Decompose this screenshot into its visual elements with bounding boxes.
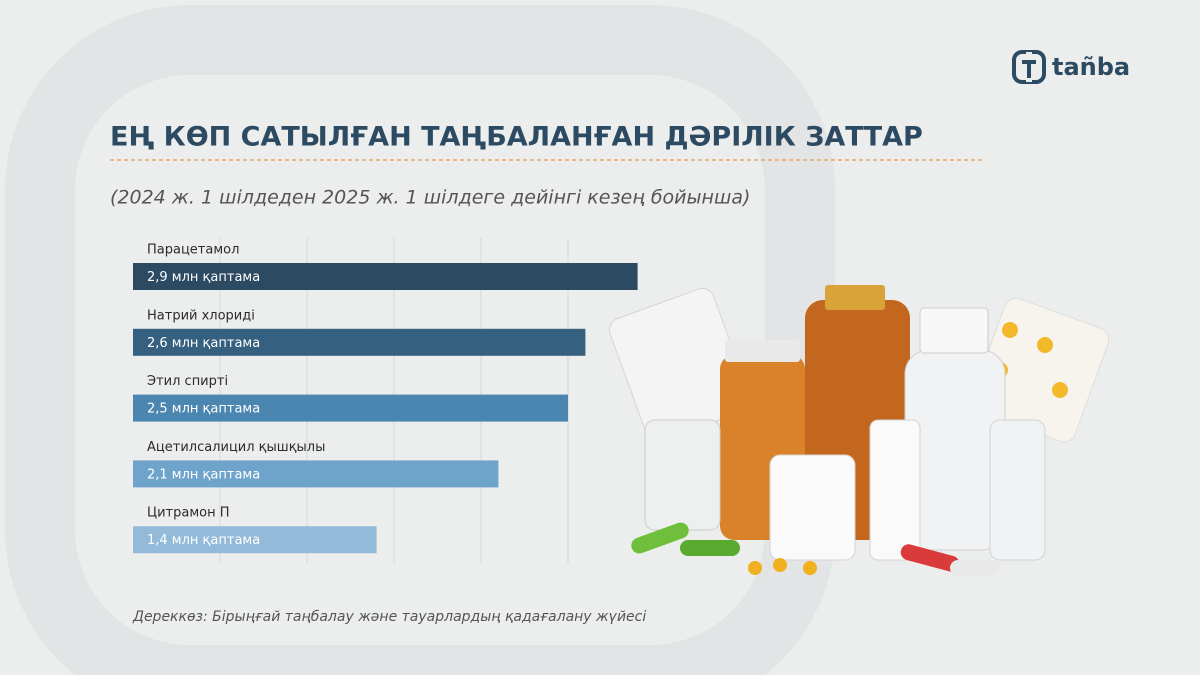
capsule [680, 540, 740, 556]
bar [133, 263, 638, 290]
capsule [631, 522, 689, 554]
softgel [773, 558, 787, 572]
value-label: 2,1 млн қаптама [147, 467, 260, 482]
bottle-cap [825, 285, 885, 310]
white-bottle [769, 454, 856, 561]
spray-bottle [869, 419, 921, 561]
value-label: 2,9 млн қаптама [147, 270, 260, 285]
softgel [748, 561, 762, 575]
bottle-cap [725, 340, 800, 362]
pill [1052, 382, 1068, 398]
bottle-cap [919, 307, 989, 354]
chart-title: ЕҢ КӨП САТЫЛҒАН ТАҢБАЛАНҒАН ДӘРІЛІК ЗАТТ… [110, 122, 923, 153]
softgel [803, 561, 817, 575]
pill [1037, 337, 1053, 353]
logo: tañba [1012, 50, 1130, 84]
category-label: Натрий хлориді [147, 308, 255, 323]
bar [133, 460, 499, 488]
value-label: 2,5 млн қаптама [147, 402, 260, 417]
dropper-bottle [989, 419, 1046, 561]
medicine-illustration [608, 285, 1110, 576]
capsule [950, 560, 1000, 576]
jar [644, 419, 721, 531]
value-label: 1,4 млн қаптама [147, 533, 260, 548]
plot: Парацетамол 2,9 млн қаптама Натрий хлориді… [133, 238, 638, 564]
pill [1002, 322, 1018, 338]
category-label: Ацетилсалицил қышқылы [147, 440, 325, 455]
bar [133, 526, 377, 554]
bar [133, 328, 586, 356]
category-label: Парацетамол [147, 243, 239, 258]
logo-text: tañba [1052, 53, 1130, 81]
category-label: Цитрамон П [147, 506, 230, 521]
category-label: Этил спирті [147, 374, 228, 389]
source-note: Дереккөз: Бірыңғай таңбалау және тауарла… [132, 609, 646, 625]
bar [133, 394, 568, 422]
capsule [900, 544, 960, 572]
value-label: 2,6 млн қаптама [147, 336, 260, 351]
chart-subtitle: (2024 ж. 1 шілдеден 2025 ж. 1 шілдеге де… [110, 187, 750, 209]
